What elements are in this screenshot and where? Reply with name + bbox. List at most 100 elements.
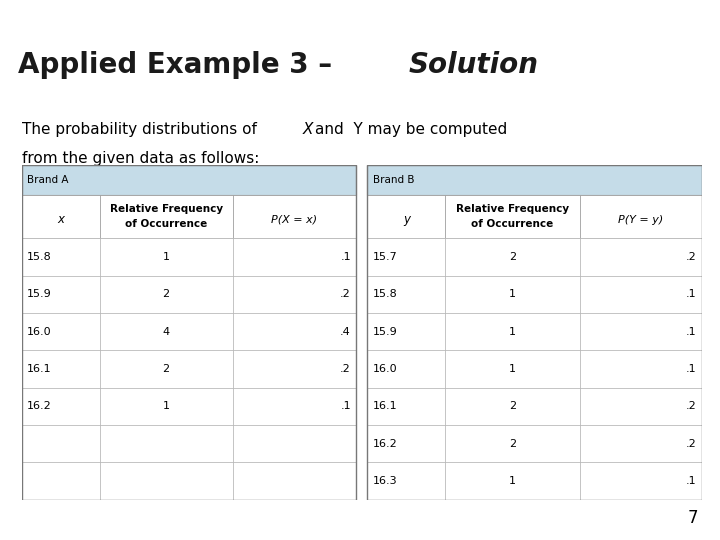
Text: .1: .1 — [686, 476, 696, 486]
Bar — [233, 462, 356, 500]
Bar — [446, 195, 580, 238]
Text: Brand B: Brand B — [373, 175, 414, 185]
Bar — [22, 425, 100, 462]
Text: P(X = x): P(X = x) — [271, 215, 318, 225]
Bar — [446, 425, 580, 462]
Bar — [100, 388, 233, 425]
Text: and  Y may be computed: and Y may be computed — [315, 122, 507, 137]
Text: 2: 2 — [163, 289, 170, 299]
Text: .2: .2 — [686, 438, 696, 449]
Bar — [100, 313, 233, 350]
Bar — [100, 350, 233, 388]
Text: 15.8: 15.8 — [373, 289, 397, 299]
Bar — [22, 313, 100, 350]
Text: Solution: Solution — [408, 51, 539, 79]
Text: Applied Example 3 –: Applied Example 3 – — [18, 51, 342, 79]
Text: 4: 4 — [163, 327, 170, 336]
Bar — [22, 195, 100, 238]
Bar — [233, 425, 356, 462]
Text: 16.0: 16.0 — [373, 364, 397, 374]
Bar — [22, 238, 100, 275]
Text: Relative Frequency: Relative Frequency — [109, 204, 222, 214]
Text: 16.0: 16.0 — [27, 327, 52, 336]
Text: .2: .2 — [340, 289, 351, 299]
Text: 2: 2 — [509, 252, 516, 262]
Text: .1: .1 — [686, 364, 696, 374]
Bar — [367, 425, 446, 462]
Text: .2: .2 — [686, 401, 696, 411]
Text: .1: .1 — [686, 289, 696, 299]
Text: 1: 1 — [509, 289, 516, 299]
Text: .1: .1 — [341, 401, 351, 411]
Bar — [367, 195, 446, 238]
Bar — [446, 388, 580, 425]
Text: of Occurrence: of Occurrence — [472, 219, 554, 229]
Bar — [580, 388, 702, 425]
Text: X: X — [302, 122, 313, 137]
Text: 15.7: 15.7 — [373, 252, 397, 262]
Bar — [22, 165, 356, 195]
Bar — [233, 313, 356, 350]
Text: The probability distributions of: The probability distributions of — [22, 122, 261, 137]
Bar — [367, 388, 446, 425]
Text: 2: 2 — [163, 364, 170, 374]
Bar — [580, 195, 702, 238]
Bar — [100, 195, 233, 238]
Text: 1: 1 — [163, 401, 170, 411]
Bar — [580, 275, 702, 313]
Bar — [233, 350, 356, 388]
Bar — [233, 195, 356, 238]
Bar — [100, 238, 233, 275]
Bar — [233, 388, 356, 425]
Bar — [580, 462, 702, 500]
Text: 1: 1 — [163, 252, 170, 262]
Text: 15.8: 15.8 — [27, 252, 52, 262]
Bar — [22, 462, 100, 500]
Bar — [22, 350, 100, 388]
Text: 2: 2 — [509, 401, 516, 411]
Text: .2: .2 — [686, 252, 696, 262]
Text: .4: .4 — [340, 327, 351, 336]
Bar — [446, 313, 580, 350]
Bar — [446, 462, 580, 500]
Bar — [446, 350, 580, 388]
Bar — [446, 238, 580, 275]
Bar — [22, 275, 100, 313]
Bar — [367, 275, 446, 313]
Bar — [367, 313, 446, 350]
Text: 7: 7 — [688, 509, 698, 528]
Text: .2: .2 — [340, 364, 351, 374]
Text: 1: 1 — [509, 364, 516, 374]
Bar — [367, 350, 446, 388]
Text: .1: .1 — [686, 327, 696, 336]
Bar — [580, 350, 702, 388]
Text: 15.9: 15.9 — [27, 289, 52, 299]
Text: 1: 1 — [509, 476, 516, 486]
Bar — [367, 165, 702, 195]
Text: 16.2: 16.2 — [373, 438, 397, 449]
Text: 16.3: 16.3 — [373, 476, 397, 486]
Text: from the given data as follows:: from the given data as follows: — [22, 151, 259, 166]
Text: 16.1: 16.1 — [27, 364, 52, 374]
Bar — [580, 425, 702, 462]
Text: 16.2: 16.2 — [27, 401, 52, 411]
Text: .1: .1 — [341, 252, 351, 262]
Text: of Occurrence: of Occurrence — [125, 219, 207, 229]
Bar — [580, 238, 702, 275]
Text: y: y — [403, 213, 410, 226]
Bar — [233, 275, 356, 313]
Text: Brand A: Brand A — [27, 175, 68, 185]
Text: 2: 2 — [509, 438, 516, 449]
Text: x: x — [57, 213, 64, 226]
Text: P(Y = y): P(Y = y) — [618, 215, 663, 225]
Bar — [22, 388, 100, 425]
Bar — [100, 275, 233, 313]
Bar — [367, 462, 446, 500]
Text: 16.1: 16.1 — [373, 401, 397, 411]
Text: 1: 1 — [509, 327, 516, 336]
Bar — [100, 425, 233, 462]
Bar — [580, 313, 702, 350]
Text: Relative Frequency: Relative Frequency — [456, 204, 569, 214]
Bar — [22, 165, 356, 500]
Bar — [100, 462, 233, 500]
